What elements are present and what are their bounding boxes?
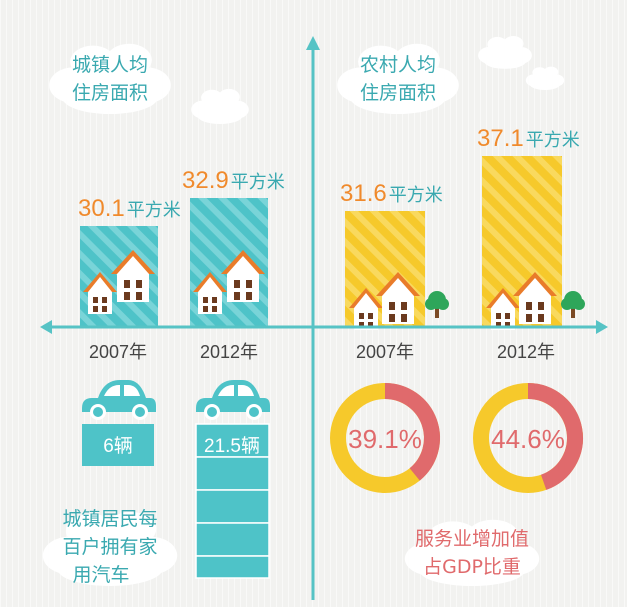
services-pct-2007: 39.1% <box>348 424 422 454</box>
cloud-decoration-1 <box>191 88 249 124</box>
services-donut-share-2007 <box>384 383 440 481</box>
year-label-right-2012: 2012年 <box>497 342 555 362</box>
rural-housing-unit-2007: 平方米 <box>389 185 443 206</box>
car-count-stack-2012 <box>195 423 270 579</box>
urban-housing-value-2012: 32.9 <box>182 167 229 194</box>
car-label-line2: 百户拥有家 <box>62 536 157 558</box>
car-count-2007: 6辆 <box>103 435 133 457</box>
tree-icon <box>561 291 585 318</box>
rural-housing-title-line2: 住房面积 <box>360 82 436 104</box>
axis-arrow-up-icon <box>306 36 320 50</box>
car-count-2012: 21.5辆 <box>204 435 260 457</box>
rural-housing-value-label-2007: 31.6 平方米 <box>340 180 443 207</box>
urban-housing-unit-2012: 平方米 <box>231 172 285 193</box>
urban-housing-value-2007: 30.1 <box>78 195 125 222</box>
urban-housing-title-line2: 住房面积 <box>72 82 148 104</box>
car-icon <box>196 380 270 420</box>
rural-housing-title-line1: 农村人均 <box>360 54 436 76</box>
rural-housing-value-label-2012: 37.1 平方米 <box>477 125 580 152</box>
urban-housing-value-label-2007: 30.1 平方米 <box>78 195 181 222</box>
car-count-block-2007 <box>82 424 154 466</box>
year-label-left-2007: 2007年 <box>89 342 147 362</box>
year-label-right-2007: 2007年 <box>356 342 414 362</box>
rural-housing-value-2007: 31.6 <box>340 180 387 207</box>
cloud-decoration-3 <box>525 66 565 90</box>
year-label-left-2012: 2012年 <box>200 342 258 362</box>
car-label-line1: 城镇居民每 <box>62 508 157 530</box>
car-label-line3: 用汽车 <box>72 564 129 586</box>
urban-housing-unit-2007: 平方米 <box>127 200 181 221</box>
urban-housing-title-line1: 城镇人均 <box>72 54 148 76</box>
rural-housing-value-2012: 37.1 <box>477 125 524 152</box>
axis-arrow-left-icon <box>40 320 52 334</box>
tree-icon <box>425 291 449 318</box>
cloud-decoration-2 <box>478 36 532 69</box>
car-icon <box>82 380 156 420</box>
services-label-line1: 服务业增加值 <box>415 528 529 550</box>
services-label-line2: 占GDP比重 <box>423 556 521 578</box>
services-donut-share-2012 <box>527 383 583 490</box>
axis-arrow-right-icon <box>596 320 608 334</box>
rural-housing-unit-2012: 平方米 <box>526 130 580 151</box>
urban-housing-value-label-2012: 32.9 平方米 <box>182 167 285 194</box>
services-pct-2012: 44.6% <box>491 424 565 454</box>
